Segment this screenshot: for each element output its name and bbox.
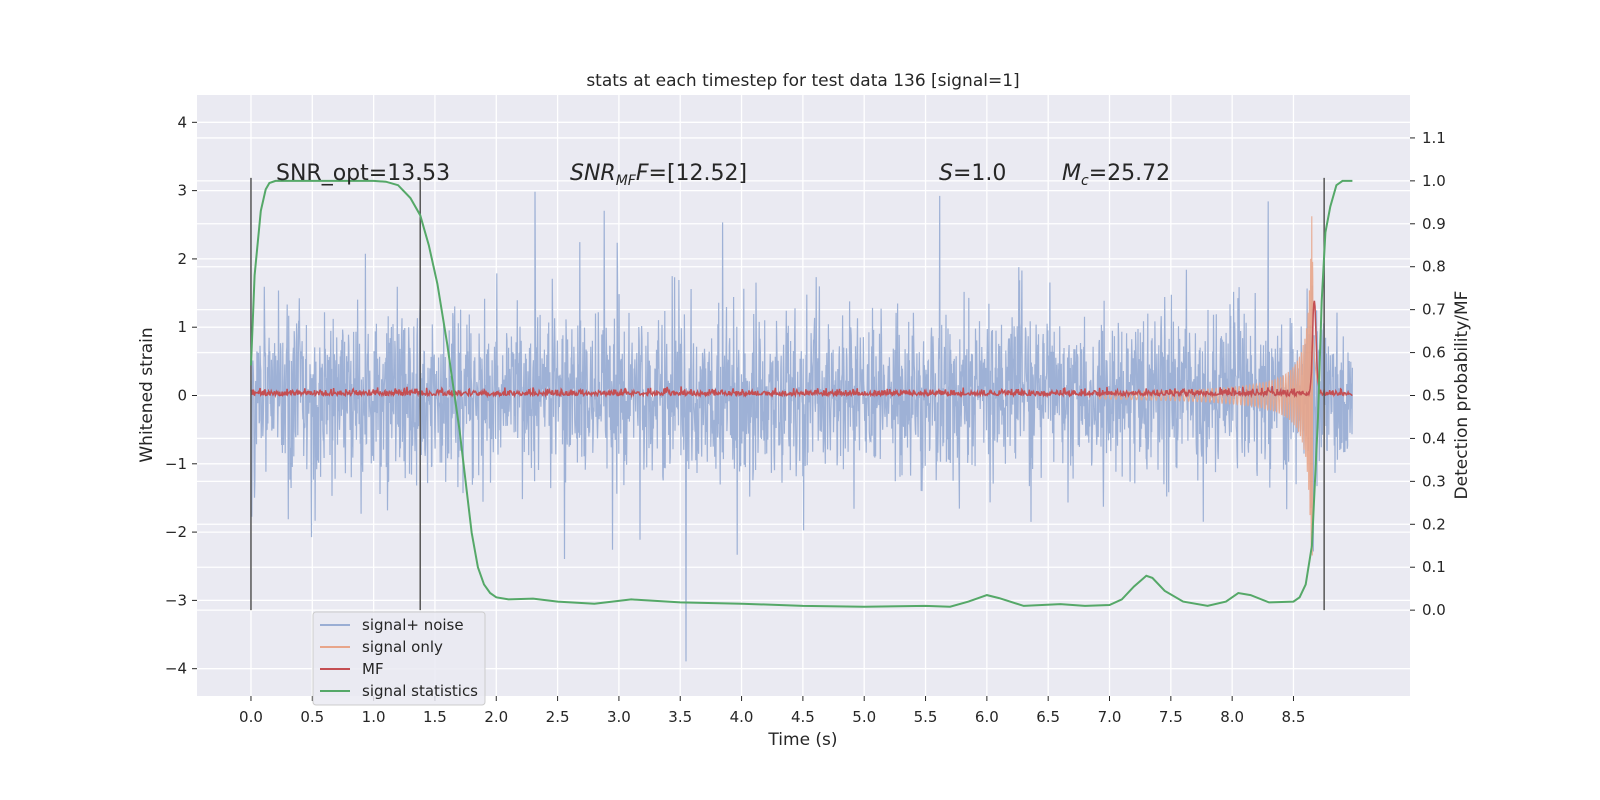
y2-tick-label-4: 0.7 xyxy=(1422,301,1446,319)
y-tick-label-5: −1 xyxy=(165,455,187,473)
annotation-s-value: =1.0 xyxy=(953,161,1006,186)
chart-title: stats at each timestep for test data 136… xyxy=(586,71,1019,91)
x-axis-ticks: 0.0 0.5 1.0 1.5 2.0 2.5 3.0 3.5 4.0 4.5 5.0 5.5 6.0 6… xyxy=(239,696,1305,726)
y-tick-label-1: 3 xyxy=(177,182,187,200)
y-axis-ticks: 4 3 2 1 0 −1 −2 −3 −4 xyxy=(165,113,197,678)
x-tick-label-4: 2.0 xyxy=(484,708,508,726)
y-tick-label-8: −4 xyxy=(165,660,187,678)
y-tick-label-2: 2 xyxy=(177,250,187,268)
x-tick-label-11: 5.5 xyxy=(914,708,938,726)
x-tick-label-2: 1.0 xyxy=(362,708,386,726)
y2-tick-label-10: 0.1 xyxy=(1422,558,1446,576)
y2-tick-label-0: 1.1 xyxy=(1422,129,1446,147)
x-tick-label-13: 6.5 xyxy=(1036,708,1060,726)
x-tick-label-10: 5.0 xyxy=(852,708,876,726)
annotation-s-symbol: S xyxy=(939,161,953,186)
signal-statistics-line xyxy=(250,179,1353,608)
x-tick-label-12: 6.0 xyxy=(975,708,999,726)
series-mf xyxy=(250,300,1353,399)
x-tick-label-3: 1.5 xyxy=(423,708,447,726)
y2-tick-label-5: 0.6 xyxy=(1422,344,1446,362)
x-tick-label-9: 4.5 xyxy=(791,708,815,726)
legend-label-signal-statistics: signal statistics xyxy=(362,682,478,700)
annotation-mc-value: =25.72 xyxy=(1089,161,1170,186)
y2-tick-label-9: 0.2 xyxy=(1422,515,1446,533)
y-axis-label: Whitened strain xyxy=(137,327,157,462)
annotation-mc-subscript: c xyxy=(1081,173,1089,189)
y2-tick-label-6: 0.5 xyxy=(1422,387,1446,405)
y2-axis-ticks: 1.1 1.0 0.9 0.8 0.7 0.6 0.5 0.4 0.3 0.2 0.1 0.0 xyxy=(1410,129,1446,619)
x-tick-label-8: 4.0 xyxy=(730,708,754,726)
legend-box xyxy=(312,611,486,706)
x-tick-label-17: 8.5 xyxy=(1282,708,1306,726)
legend-label-mf: MF xyxy=(362,660,384,678)
y2-tick-label-7: 0.4 xyxy=(1422,429,1446,447)
mf-line xyxy=(250,300,1353,399)
x-axis-label: Time (s) xyxy=(767,730,837,750)
x-tick-label-6: 3.0 xyxy=(607,708,631,726)
x-tick-label-15: 7.5 xyxy=(1159,708,1183,726)
annotation-mc: Mc=25.72 xyxy=(1062,161,1170,189)
y2-tick-label-11: 0.0 xyxy=(1422,601,1446,619)
annotation-snr-mf: SNRMFF=[12.52] xyxy=(570,161,747,189)
x-tick-label-5: 2.5 xyxy=(546,708,570,726)
y2-tick-label-3: 0.8 xyxy=(1422,258,1446,276)
legend-label-signal-plus-noise: signal+ noise xyxy=(362,616,464,634)
annotation-s: S=1.0 xyxy=(939,161,1006,186)
y-tick-label-3: 1 xyxy=(177,318,187,336)
y-tick-label-7: −3 xyxy=(165,591,187,609)
legend: signal+ noise signal only MF signal stat… xyxy=(312,611,486,706)
x-tick-label-7: 3.5 xyxy=(668,708,692,726)
y2-tick-label-8: 0.3 xyxy=(1422,472,1446,490)
y2-tick-label-1: 1.0 xyxy=(1422,172,1446,190)
annotation-mc-symbol: M xyxy=(1062,161,1081,186)
y2-tick-label-2: 0.9 xyxy=(1422,215,1446,233)
y-tick-label-0: 4 xyxy=(177,113,187,131)
y-tick-label-6: −2 xyxy=(165,523,187,541)
legend-label-signal-only: signal only xyxy=(362,638,443,656)
annotation-snr-mf-value: =[12.52] xyxy=(649,161,748,186)
annotation-snr-mf-subscript: MF xyxy=(616,173,637,189)
x-tick-label-14: 7.0 xyxy=(1098,708,1122,726)
x-tick-label-16: 8.0 xyxy=(1220,708,1244,726)
x-tick-label-0: 0.0 xyxy=(239,708,263,726)
y-tick-label-4: 0 xyxy=(177,387,187,405)
series-signal-statistics xyxy=(250,179,1353,608)
annotation-snr-mf-symbol: SNR xyxy=(570,161,616,186)
y2-axis-label: Detection probability/MF xyxy=(1452,291,1472,500)
annotation-snr-opt: SNR_opt=13.53 xyxy=(276,161,450,186)
x-tick-label-1: 0.5 xyxy=(300,708,324,726)
